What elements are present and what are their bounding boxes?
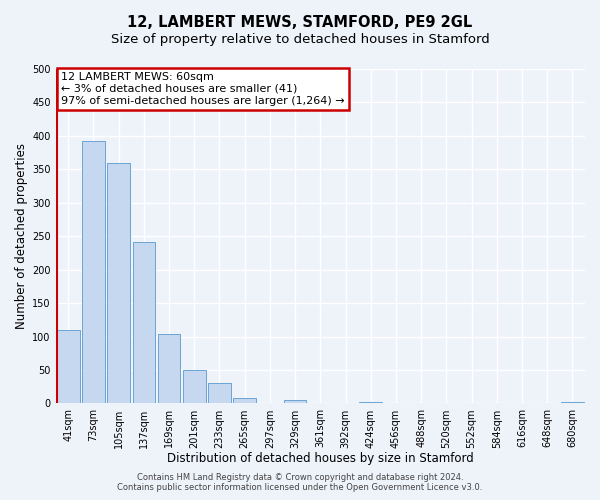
Bar (158, 334, 181, 404)
Text: Size of property relative to detached houses in Stamford: Size of property relative to detached ho… (110, 32, 490, 46)
Text: 12, LAMBERT MEWS, STAMFORD, PE9 2GL: 12, LAMBERT MEWS, STAMFORD, PE9 2GL (127, 15, 473, 30)
Y-axis label: Number of detached properties: Number of detached properties (15, 143, 28, 329)
X-axis label: Distribution of detached houses by size in Stamford: Distribution of detached houses by size … (167, 452, 474, 465)
Bar (133, 242, 155, 404)
Bar (284, 400, 307, 404)
Bar (107, 162, 130, 404)
Bar (57, 330, 80, 404)
Text: 12 LAMBERT MEWS: 60sqm
← 3% of detached houses are smaller (41)
97% of semi-deta: 12 LAMBERT MEWS: 60sqm ← 3% of detached … (61, 72, 344, 106)
Bar (183, 370, 206, 404)
Bar (561, 402, 584, 404)
Text: Contains HM Land Registry data © Crown copyright and database right 2024.
Contai: Contains HM Land Registry data © Crown c… (118, 473, 482, 492)
Bar (233, 398, 256, 404)
Bar (359, 402, 382, 404)
Bar (82, 140, 105, 404)
Bar (208, 384, 231, 404)
